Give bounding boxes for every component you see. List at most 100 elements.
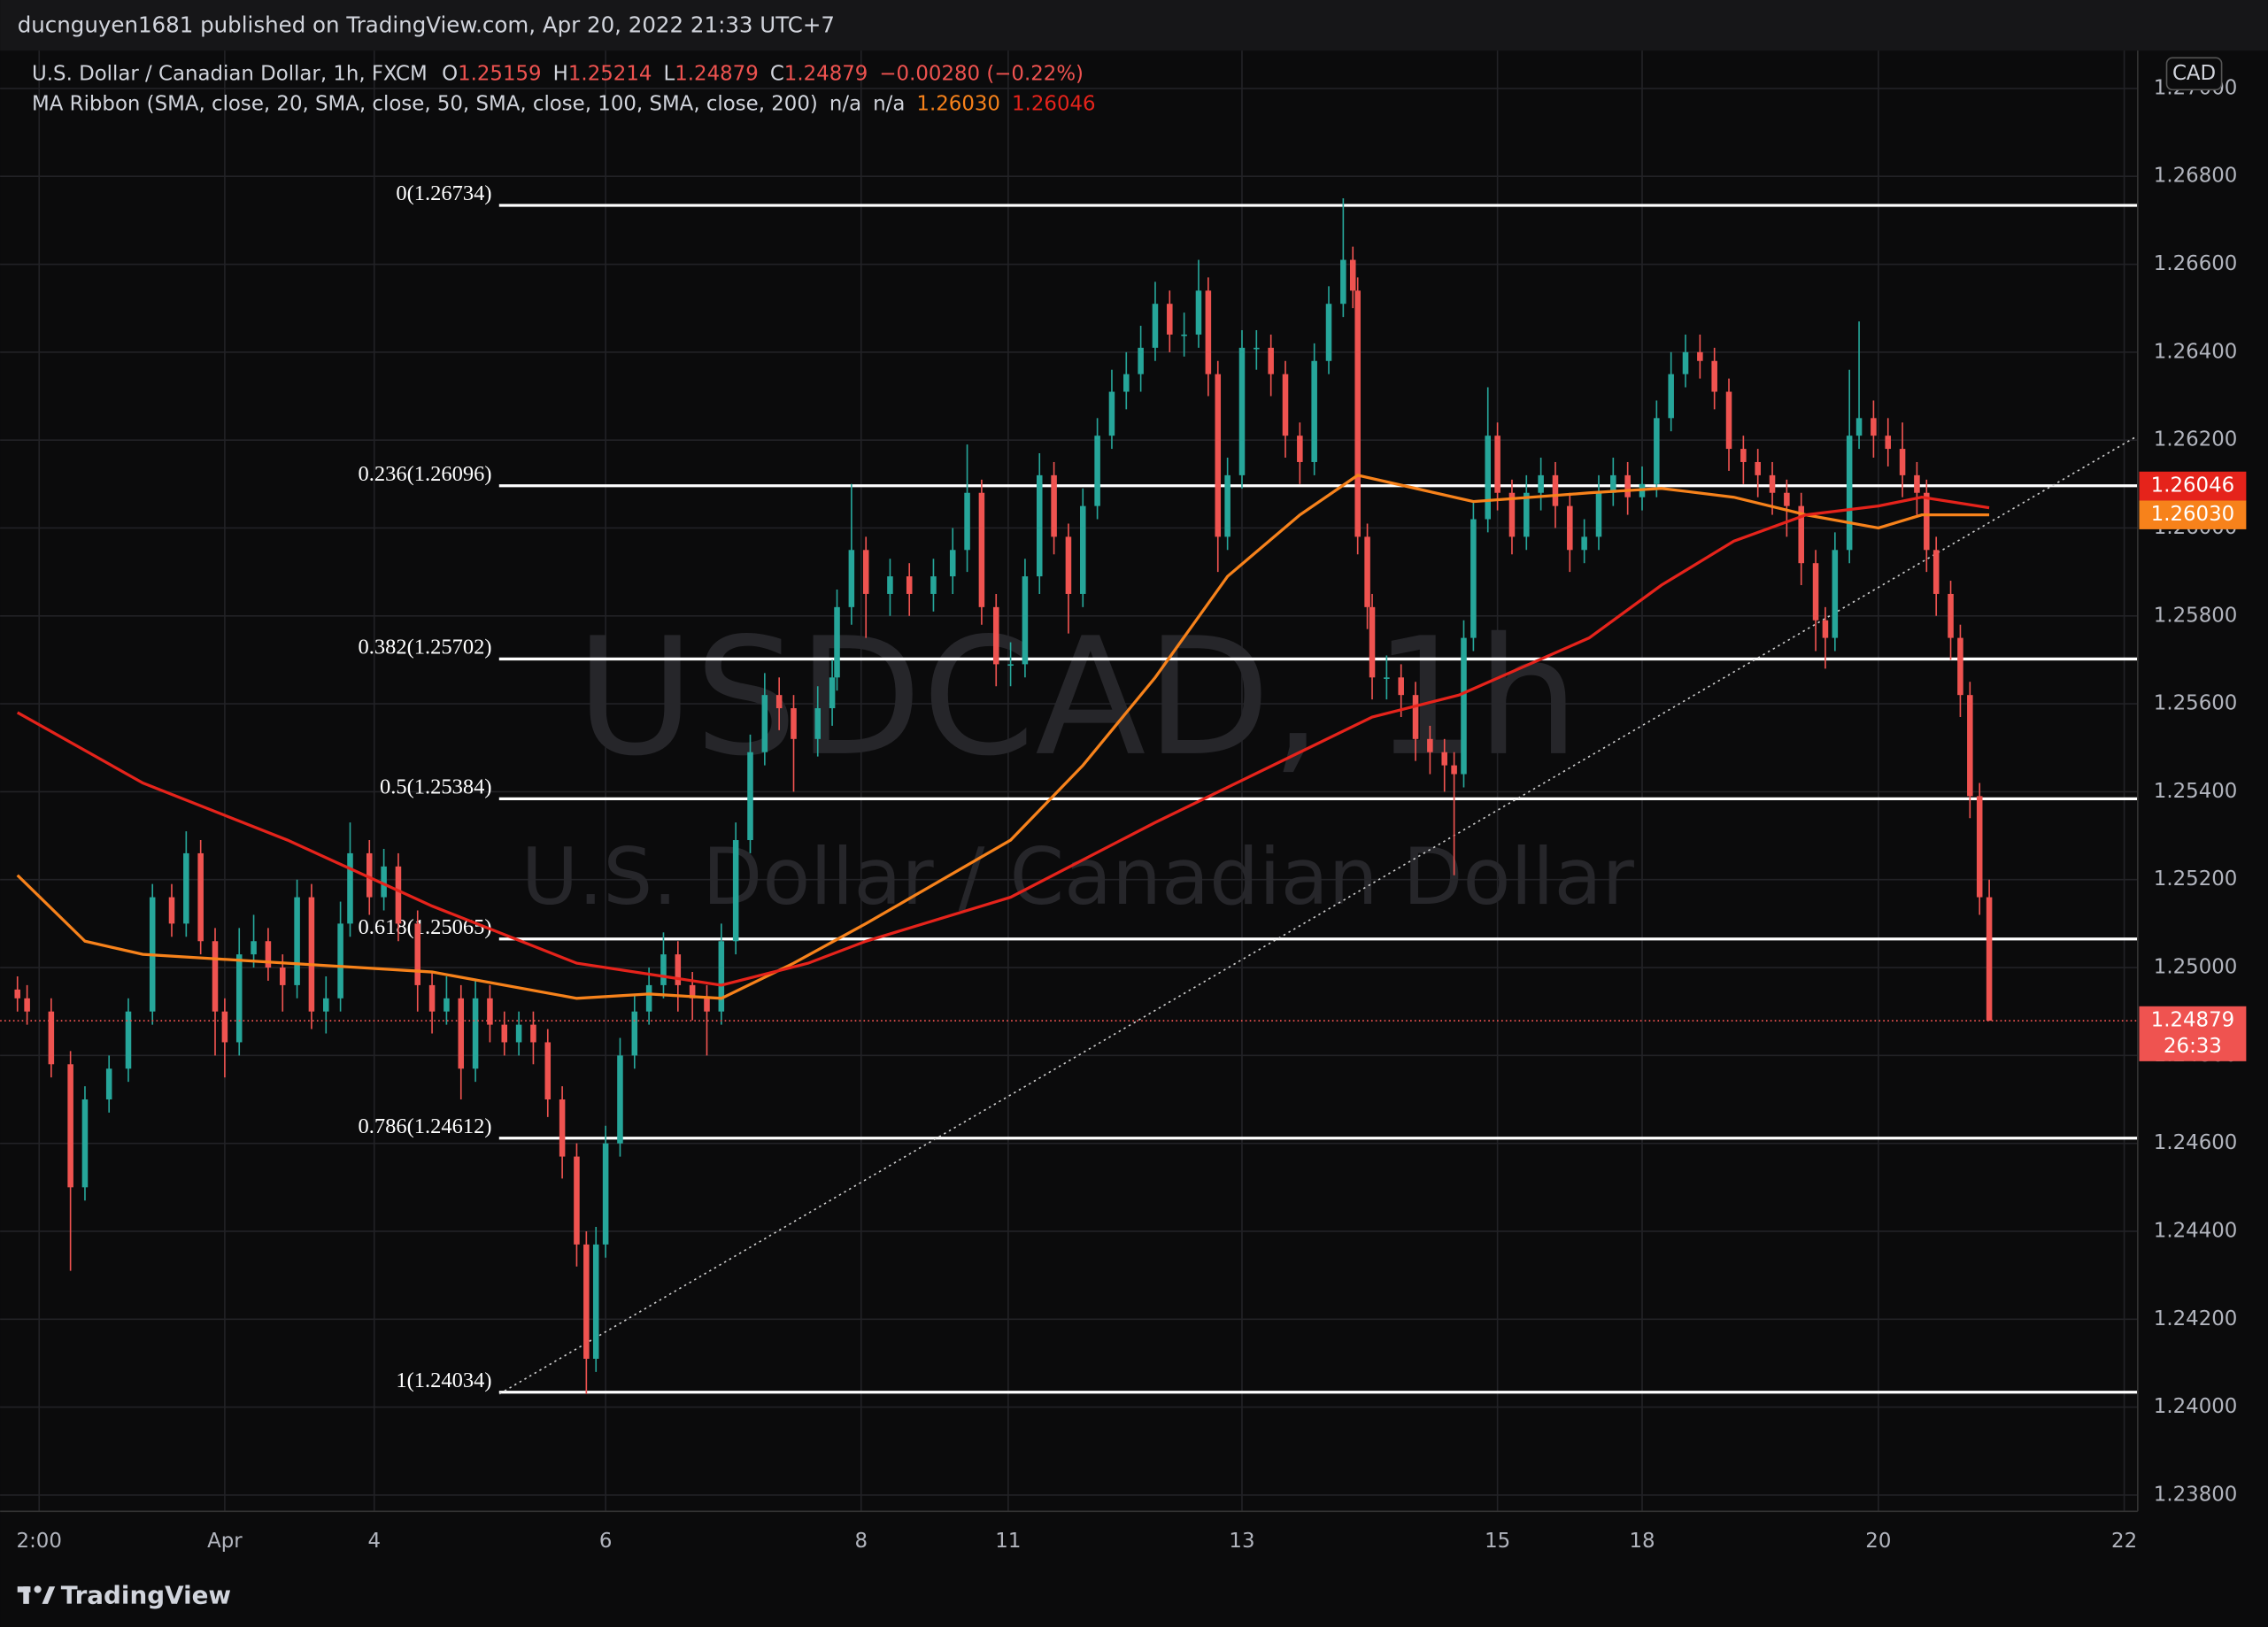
candle-body (602, 1143, 609, 1245)
candle-body (592, 1244, 599, 1359)
y-tick-label: 1.26800 (2154, 165, 2238, 188)
change: −0.00280 (−0.22%) (879, 62, 1084, 85)
candle-body (1581, 536, 1587, 551)
x-tick-label: 6 (599, 1530, 613, 1553)
candle-body (1538, 474, 1544, 493)
candle-body (718, 941, 725, 1012)
ma-price-label: 1.26030 (2151, 503, 2235, 526)
ma-price-label: 1.26046 (2151, 474, 2235, 497)
y-tick-label: 1.25200 (2154, 867, 2238, 891)
x-tick-label: 22 (2111, 1530, 2137, 1553)
candle-body (428, 984, 436, 1012)
candle-body (501, 1024, 508, 1043)
candle-body (1268, 347, 1274, 374)
candle-body (1798, 505, 1804, 564)
candle-body (235, 954, 243, 1043)
candle-body (81, 1099, 89, 1188)
candle-body (1123, 374, 1130, 392)
candle-body (704, 998, 710, 1012)
fib-label: 0.618(1.25065) (359, 915, 492, 939)
candle-body (949, 550, 956, 577)
candle-body (1711, 360, 1717, 392)
fib-label: 0.786(1.24612) (359, 1114, 492, 1138)
candle-body (1205, 290, 1212, 374)
header-band (0, 0, 2268, 51)
candle-body (1567, 505, 1573, 551)
fib-label: 0.236(1.26096) (359, 462, 492, 486)
y-tick-label: 1.25000 (2154, 956, 2238, 979)
candle-body (251, 941, 257, 955)
y-tick-label: 1.24000 (2154, 1395, 2238, 1418)
candle-body (1349, 259, 1356, 291)
candle-body (366, 852, 373, 898)
candle-body (1441, 752, 1447, 766)
candle-body (775, 695, 783, 709)
candle-body (1007, 664, 1014, 667)
brand: TradingView (61, 1581, 231, 1610)
candle-body (472, 998, 479, 1069)
ma-price-badge (2139, 500, 2247, 529)
candle-body (67, 1064, 73, 1188)
candle-body (829, 677, 836, 709)
legend-symbol-line: U.S. Dollar / Canadian Dollar, 1h, FXCM O… (32, 62, 1084, 85)
candle-body (583, 1244, 590, 1359)
candle-body (1412, 695, 1419, 739)
candle-body (1167, 304, 1173, 335)
candle-body (530, 1024, 536, 1043)
candle-body (1152, 304, 1159, 348)
candle-body (1595, 492, 1602, 537)
candle-body (1215, 374, 1222, 537)
x-tick-label: 13 (1229, 1530, 1254, 1553)
legend: U.S. Dollar / Canadian Dollar, 1h, FXCM O… (32, 62, 1096, 115)
candle-body (1384, 677, 1390, 679)
currency-box[interactable] (2165, 57, 2223, 91)
candle-body (978, 492, 985, 607)
y-tick-label: 1.25400 (2154, 780, 2238, 803)
moving-average (16, 474, 1990, 1000)
candle-body (1967, 695, 1973, 797)
candle-body (1138, 347, 1144, 374)
candle-body (1108, 391, 1115, 436)
candle-body (1552, 474, 1559, 506)
candle-body (1822, 620, 1829, 638)
candle-body (395, 866, 402, 924)
indicator-na: n/a (829, 92, 861, 115)
candle-body (1654, 418, 1660, 484)
candle-body (660, 954, 667, 985)
candle-body (1051, 474, 1057, 537)
candle-body (1725, 391, 1732, 450)
candle-body (862, 550, 869, 594)
candle-body (515, 1024, 522, 1043)
candle-body (1682, 351, 1689, 374)
ohlc-key: O (442, 62, 458, 85)
candle-body (168, 897, 175, 924)
candle-body (48, 1011, 55, 1065)
candle-body (1369, 606, 1376, 678)
indicator-value: 1.26030 (916, 92, 1000, 115)
y-tick-label: 1.25600 (2154, 692, 2238, 715)
candle-body (1885, 436, 1892, 450)
candle-body (1224, 474, 1230, 537)
watermark-subtitle: U.S. Dollar / Canadian Dollar (521, 831, 1635, 922)
y-tick-label: 1.24200 (2154, 1307, 2238, 1330)
indicator: MA Ribbon (SMA, close, 20, SMA, close, 5… (32, 92, 818, 115)
ohlc-value: 1.24879 (784, 62, 868, 85)
candle-body (1065, 536, 1072, 594)
indicator-na: n/a (873, 92, 905, 115)
currency[interactable]: CAD (2172, 62, 2216, 85)
candle-body (1740, 449, 1747, 462)
candle-body (337, 923, 343, 999)
candle-body (212, 941, 219, 1012)
fib-label: 0.382(1.25702) (359, 636, 492, 659)
candle-body (1364, 536, 1370, 607)
candle-body (1195, 290, 1202, 335)
candle-body (197, 852, 204, 942)
candle-body (279, 968, 286, 985)
candle-body (1311, 360, 1317, 462)
fib-label: 1(1.24034) (396, 1369, 491, 1392)
candle-body (906, 576, 913, 594)
candle-body (183, 852, 189, 924)
candle-body (1080, 505, 1086, 594)
